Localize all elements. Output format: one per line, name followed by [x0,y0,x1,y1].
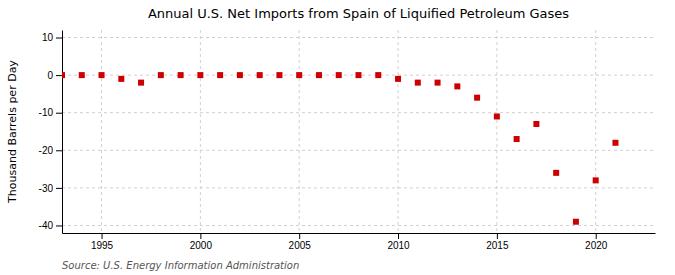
tick-label: 2020 [585,240,608,251]
point [336,72,342,78]
point [395,76,401,82]
grid-line [200,30,201,233]
tick: -10 [39,107,62,118]
point [593,177,599,183]
tick-label: -30 [39,183,54,194]
x-axis: 1995 2000 2005 2010 2015 2020 [63,233,656,251]
tick: 2015 [486,233,509,251]
tick-label: -10 [39,107,54,118]
axis-line [63,233,656,234]
point [79,72,85,78]
tick: -30 [39,183,62,194]
point [612,140,618,146]
tick-mark [56,150,62,151]
point [178,72,184,78]
point [474,95,480,101]
grid-line [496,30,497,233]
grid-line [398,30,399,233]
grid-line [62,225,655,226]
tick-label: 2005 [289,240,312,251]
point [158,72,164,78]
grid-line [101,30,102,233]
grid [62,30,655,233]
tick: -40 [39,220,62,231]
point [454,83,460,89]
y-axis: 10 0 -10 -20 -30 -40 [39,31,63,234]
points [62,72,618,225]
point [99,72,105,78]
tick-mark [398,233,399,239]
point [573,219,579,225]
point [553,170,559,176]
tick-label: 10 [42,32,54,43]
axis-line [62,31,63,234]
tick-mark [56,75,62,76]
point [296,72,302,78]
tick-mark [56,38,62,39]
point [257,72,263,78]
point [533,121,539,127]
grid-line [299,30,300,233]
point [435,80,441,86]
tick: 2010 [387,233,410,251]
point [276,72,282,78]
tick-mark [56,225,62,226]
chart: 1995 2000 2005 2010 2015 2020 10 0 -10 -20 -30 -40 A… [0,0,675,275]
tick-label: 2010 [387,240,410,251]
tick-mark [102,233,103,239]
tick-mark [596,233,597,239]
tick-label: 0 [47,70,53,81]
tick-label: 2000 [190,240,213,251]
tick: 10 [42,32,62,43]
tick-mark [497,233,498,239]
point [138,80,144,86]
point [316,72,322,78]
point [514,136,520,142]
annotation: Source: U.S. Energy Information Administ… [62,260,299,271]
tick: 1995 [91,233,114,251]
point [118,76,124,82]
point [415,80,421,86]
grid-line [62,112,655,113]
grid-line [62,187,655,188]
tick-label: -40 [39,220,54,231]
tick: -20 [39,145,62,156]
tick-label: 2015 [486,240,509,251]
tick-mark [200,233,201,239]
tick-mark [56,188,62,189]
tick: 2020 [585,233,608,251]
point [62,72,65,78]
tick: 2000 [190,233,213,251]
point [237,72,243,78]
point [217,72,223,78]
tick: 0 [47,70,62,81]
point [356,72,362,78]
point [494,113,500,119]
grid-line [595,30,596,233]
grid-line [62,150,655,151]
tick-mark [56,113,62,114]
tick-mark [299,233,300,239]
tick: 2005 [289,233,312,251]
tick-label: -20 [39,145,54,156]
point [375,72,381,78]
y-label: Thousand Barrels per Day [6,60,19,204]
plot: 1995 2000 2005 2010 2015 2020 10 0 -10 -20 -30 -40 [39,30,656,251]
tick-label: 1995 [91,240,114,251]
grid-line [62,37,655,38]
point [197,72,203,78]
title: Annual U.S. Net Imports from Spain of Li… [148,6,569,21]
